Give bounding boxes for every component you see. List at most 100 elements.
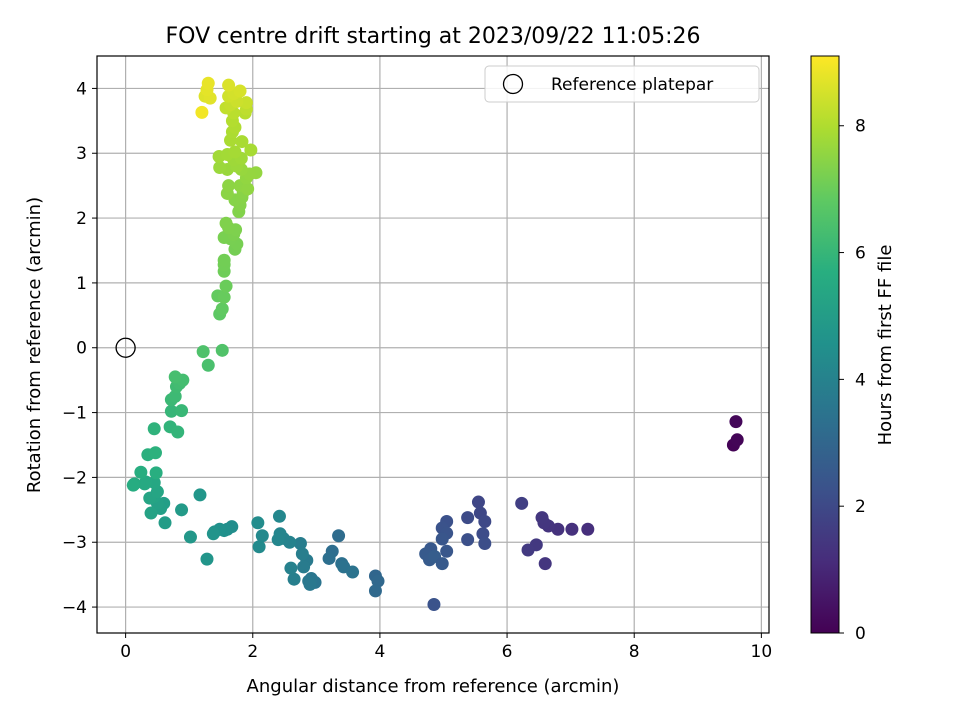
scatter-point	[461, 533, 475, 547]
scatter-point	[144, 506, 158, 520]
scatter-point	[148, 446, 162, 460]
reference-marker	[115, 337, 136, 358]
scatter-point	[219, 279, 233, 293]
scatter-point	[371, 574, 385, 588]
reference-platepar-marker	[115, 337, 136, 358]
scatter-point	[175, 404, 189, 418]
scatter-point	[219, 216, 233, 230]
scatter-point	[171, 425, 185, 439]
scatter-point	[244, 143, 258, 157]
scatter-point	[217, 290, 231, 304]
x-tick-label: 0	[120, 642, 131, 662]
legend-entry-label: Reference platepar	[551, 75, 713, 95]
scatter-point	[565, 522, 579, 536]
colorbar-tick-label: 8	[855, 117, 866, 137]
scatter-point	[322, 551, 336, 565]
scatter-point	[427, 597, 441, 611]
scatter-point	[535, 511, 549, 525]
x-axis-label: Angular distance from reference (arcmin)	[247, 676, 620, 697]
scatter-point	[332, 529, 346, 543]
scatter-point	[168, 370, 182, 384]
scatter-point	[515, 496, 529, 510]
scatter-point	[235, 135, 249, 149]
scatter-point	[295, 547, 309, 561]
scatter-point	[147, 422, 161, 436]
scatter-point	[730, 433, 744, 447]
scatter-point	[138, 477, 152, 491]
y-tick-label: 4	[76, 79, 87, 99]
scatter-point	[478, 514, 492, 528]
colorbar-label: Hours from first FF file	[875, 245, 896, 446]
scatter-point	[228, 145, 242, 159]
scatter-point	[239, 96, 253, 110]
y-tick-label: −1	[62, 404, 87, 424]
scatter-point	[435, 557, 449, 571]
scatter-point	[200, 552, 214, 566]
scatter-point	[213, 161, 227, 175]
scatter-point	[272, 509, 286, 523]
scatter-point	[287, 572, 301, 586]
scatter-point	[126, 478, 140, 492]
y-tick-label: −3	[62, 533, 87, 553]
scatter-point	[241, 182, 255, 196]
scatter-point	[461, 511, 475, 525]
x-tick-label: 6	[502, 642, 513, 662]
scatter-point	[297, 560, 311, 574]
colorbar-tick-label: 0	[855, 624, 866, 644]
x-tick-label: 10	[751, 642, 773, 662]
scatter-point	[217, 253, 231, 267]
plot-frame	[96, 55, 770, 634]
scatter-point	[303, 577, 317, 591]
scatter-point	[368, 584, 382, 598]
scatter-point	[149, 466, 163, 480]
y-axis-label: Rotation from reference (arcmin)	[24, 197, 45, 493]
x-tick-label: 2	[247, 642, 258, 662]
scatter-point	[471, 495, 485, 509]
colorbar-tick-label: 4	[855, 370, 866, 390]
scatter-point	[222, 78, 236, 92]
scatter-point	[271, 533, 285, 547]
scatter-point	[478, 537, 492, 551]
scatter-points	[126, 76, 744, 611]
scatter-point	[476, 527, 490, 541]
scatter-point	[201, 76, 215, 90]
scatter-point	[201, 358, 215, 372]
grid-lines	[97, 56, 769, 633]
colorbar	[810, 55, 840, 634]
scatter-point	[206, 527, 220, 541]
scatter-point	[440, 544, 454, 558]
legend-marker	[502, 73, 524, 95]
scatter-point	[222, 179, 236, 193]
x-axis-ticks: 0 2 4 6 8 10	[120, 633, 772, 662]
chart-title: FOV centre drift starting at 2023/09/22 …	[166, 24, 701, 49]
colorbar-tick-label: 2	[855, 497, 866, 517]
scatter-point	[346, 565, 360, 579]
scatter-point	[251, 516, 265, 530]
scatter-point	[215, 302, 229, 316]
scatter-point	[158, 516, 172, 530]
scatter-point	[233, 84, 247, 98]
scatter-point	[521, 543, 535, 557]
scatter-point	[193, 488, 207, 502]
scatter-point	[435, 532, 449, 546]
legend: Reference platepar	[484, 65, 760, 103]
colorbar-tick-label: 6	[855, 244, 866, 264]
scatter-point	[183, 530, 197, 544]
scatter-point	[168, 389, 182, 403]
legend-box	[484, 65, 760, 103]
scatter-point	[215, 343, 229, 357]
scatter-point	[255, 529, 269, 543]
scatter-point	[729, 415, 743, 429]
y-tick-label: −4	[62, 598, 87, 618]
scatter-point	[175, 503, 189, 517]
y-tick-label: 3	[76, 144, 87, 164]
colorbar-ticks: 0 2 4 6 8	[839, 117, 866, 644]
x-tick-label: 8	[629, 642, 640, 662]
x-tick-label: 4	[374, 642, 385, 662]
y-tick-label: 1	[76, 274, 87, 294]
scatter-point	[293, 537, 307, 551]
y-axis-ticks: −4 −3 −2 −1 0 1 2 3 4	[62, 79, 97, 618]
y-tick-label: 0	[76, 339, 87, 359]
scatter-point	[252, 540, 266, 554]
